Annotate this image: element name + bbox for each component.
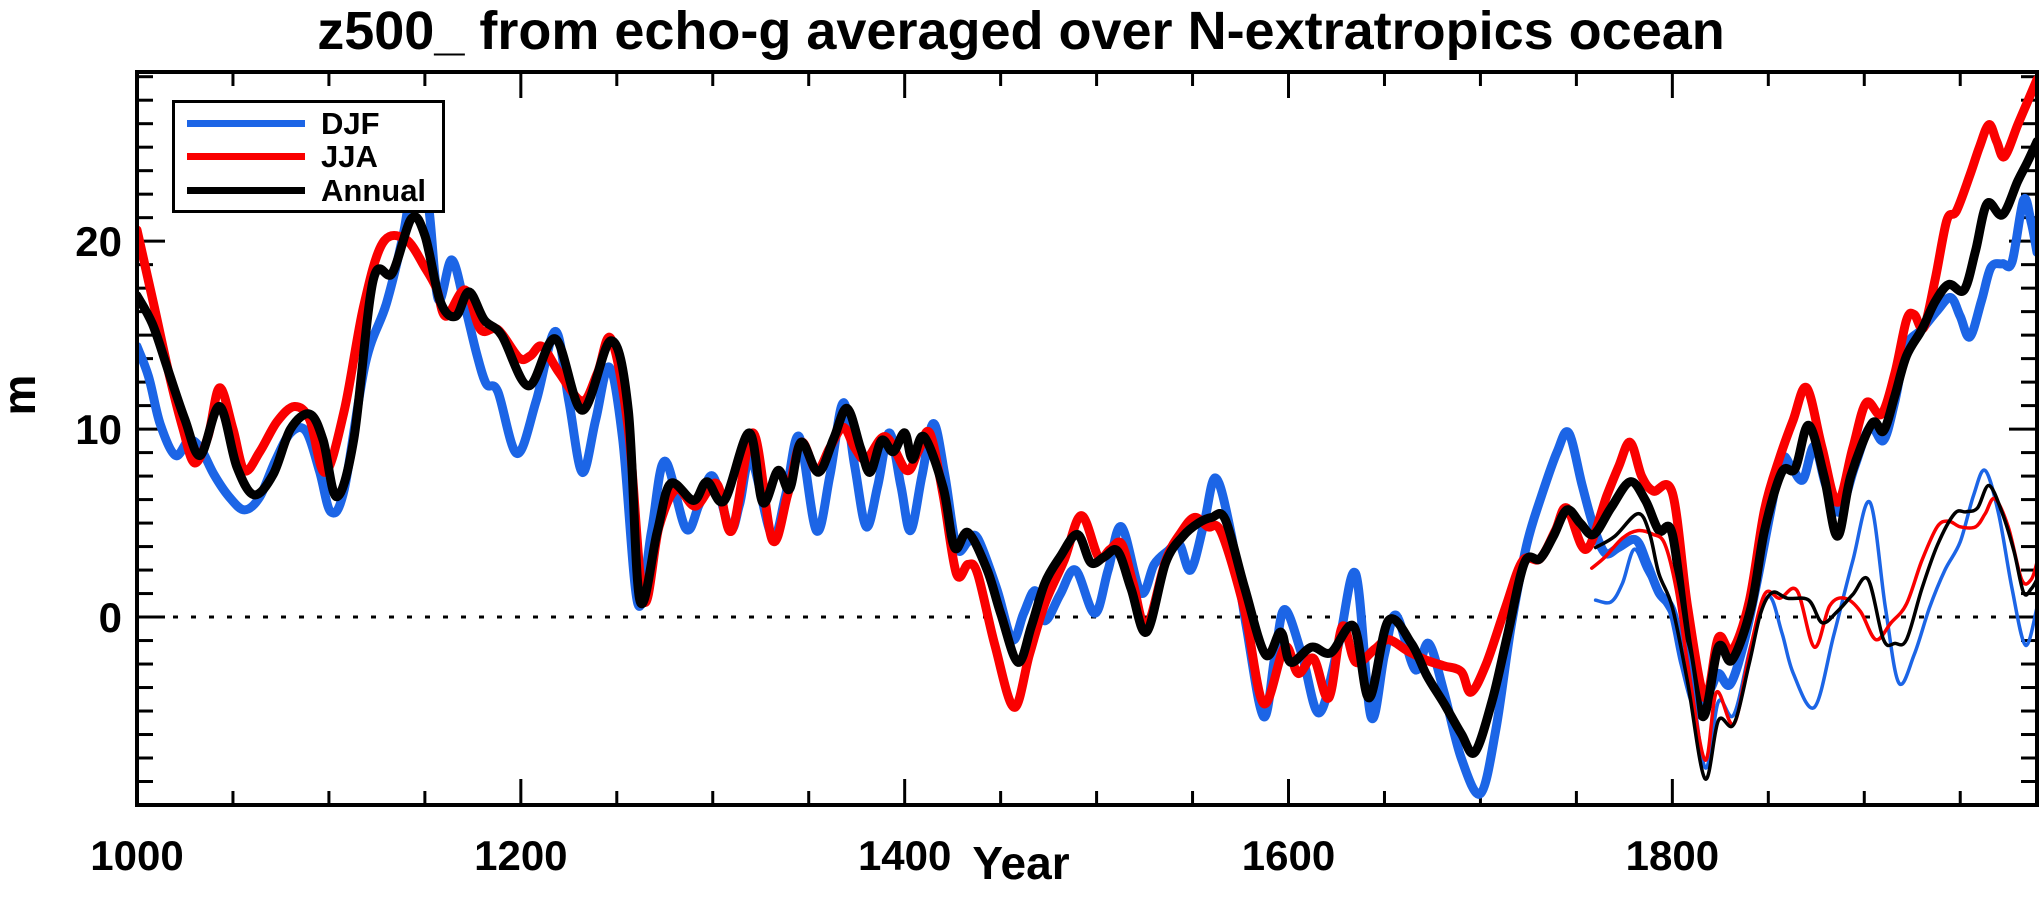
svg-text:1600: 1600 <box>1242 832 1335 879</box>
svg-text:1800: 1800 <box>1626 832 1719 879</box>
legend-label-djf: DJF <box>321 105 380 141</box>
jja-line-swatch-icon <box>187 153 305 160</box>
svg-text:1200: 1200 <box>474 832 567 879</box>
legend-item-djf: DJF <box>175 108 442 139</box>
djf-line-swatch-icon <box>187 119 305 127</box>
chart-title: z500_ from echo-g averaged over N-extrat… <box>317 1 1725 61</box>
legend-item-jja: JJA <box>175 141 442 172</box>
legend-item-annual: Annual <box>175 175 442 206</box>
svg-text:20: 20 <box>75 218 122 265</box>
svg-text:10: 10 <box>75 406 122 453</box>
legend-label-annual: Annual <box>321 172 427 208</box>
x-axis-label: Year <box>972 837 1070 889</box>
y-axis-label: m <box>0 360 54 430</box>
svg-text:1000: 1000 <box>90 832 183 879</box>
annual-line-swatch-icon <box>187 186 305 194</box>
legend-label-jja: JJA <box>321 139 378 174</box>
svg-text:1400: 1400 <box>858 832 951 879</box>
svg-text:0: 0 <box>99 594 122 641</box>
legend: DJF JJA Annual <box>172 100 445 213</box>
